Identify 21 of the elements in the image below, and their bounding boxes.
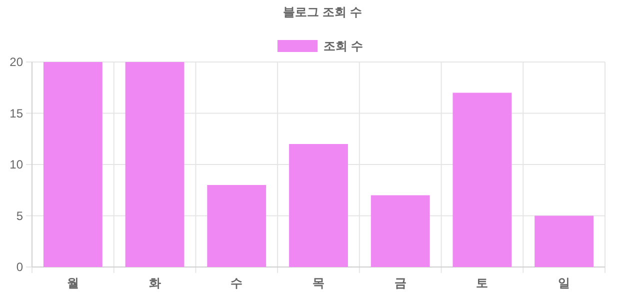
y-tick-label: 15 xyxy=(10,106,24,120)
x-tick-label: 화 xyxy=(148,276,161,290)
y-tick-label: 20 xyxy=(10,55,24,69)
chart-title: 블로그 조회 수 xyxy=(283,5,362,19)
y-tick-label: 5 xyxy=(16,208,24,223)
x-tick-label: 토 xyxy=(476,276,488,290)
x-tick-label: 목 xyxy=(312,276,324,290)
bar xyxy=(125,62,184,267)
bar xyxy=(452,92,512,267)
y-tick-label: 10 xyxy=(10,158,24,172)
bar xyxy=(534,216,594,267)
bar xyxy=(207,185,266,267)
bar xyxy=(43,62,102,267)
x-tick-label: 일 xyxy=(558,276,570,290)
legend-label: 조회 수 xyxy=(324,39,363,53)
x-tick-label: 금 xyxy=(394,276,406,290)
bar xyxy=(289,144,348,267)
bar xyxy=(370,195,430,267)
x-tick-label: 수 xyxy=(230,276,243,290)
y-tick-label: 0 xyxy=(16,260,24,274)
x-tick-label: 월 xyxy=(66,276,79,290)
